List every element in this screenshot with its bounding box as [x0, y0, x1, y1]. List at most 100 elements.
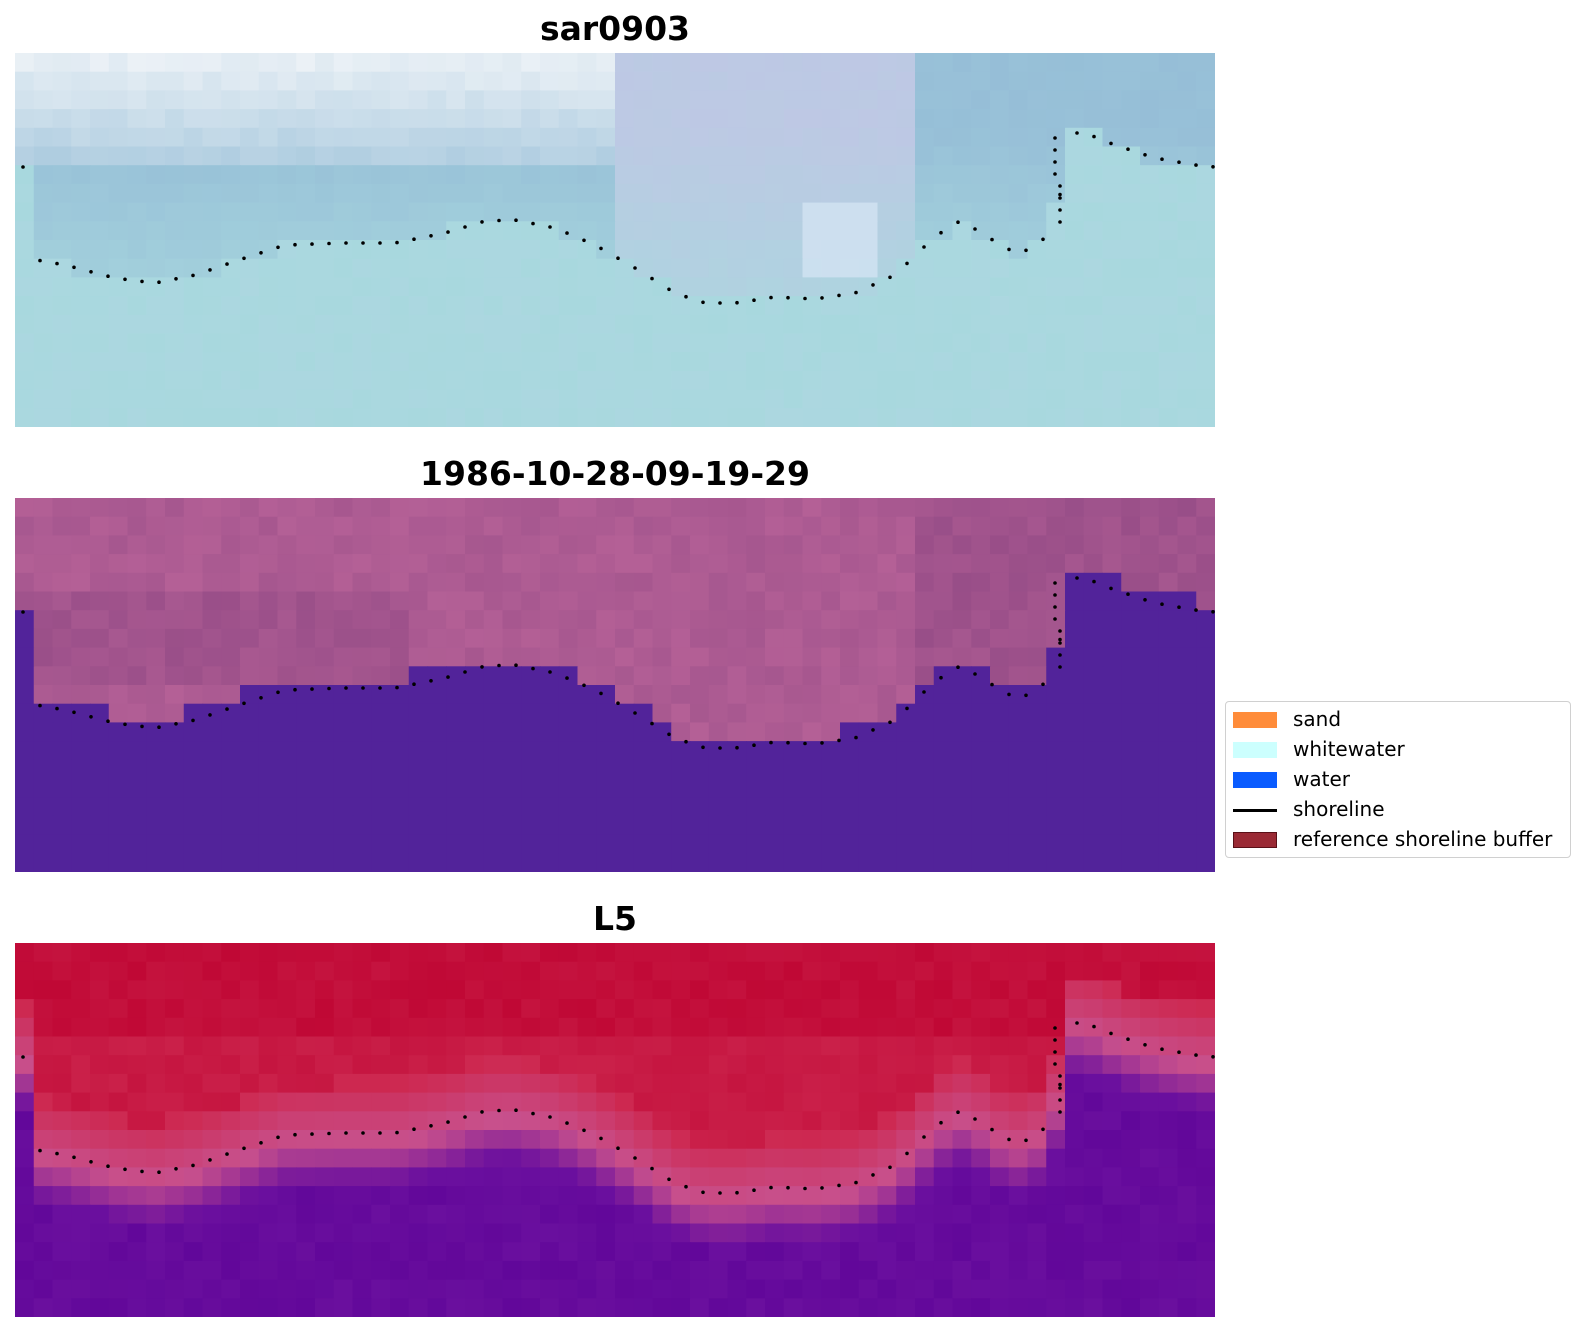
shoreline-point	[55, 706, 59, 711]
shoreline-point	[531, 221, 535, 226]
shoreline-point	[905, 1151, 909, 1156]
panel-sar0903-image	[15, 53, 1215, 427]
shoreline-point	[701, 745, 705, 750]
shoreline-point	[89, 1160, 93, 1164]
shoreline-point	[259, 251, 263, 255]
shoreline-point	[293, 687, 297, 692]
shoreline-point	[718, 746, 722, 750]
shoreline-point	[55, 261, 59, 266]
shoreline-point	[38, 703, 42, 708]
shoreline-point	[1024, 248, 1028, 253]
shoreline-point	[752, 1188, 756, 1192]
shoreline-point	[140, 724, 144, 729]
shoreline-point	[1177, 1050, 1181, 1054]
shoreline-point	[1053, 605, 1057, 609]
shoreline-point	[208, 713, 212, 717]
shoreline-point	[871, 283, 875, 287]
shoreline-point	[480, 665, 484, 669]
sar-pixels	[15, 53, 1215, 427]
shoreline-point	[1053, 136, 1057, 140]
shoreline-point	[820, 741, 824, 745]
shoreline-point	[565, 1121, 569, 1125]
panel-title-2: 1986-10-28-09-19-29	[420, 454, 810, 493]
shoreline-point	[803, 296, 807, 301]
shoreline-point	[293, 1132, 297, 1137]
shoreline-point	[1053, 160, 1057, 164]
shoreline-point	[854, 1180, 858, 1185]
shoreline-point	[89, 715, 93, 719]
shoreline-point	[310, 687, 314, 691]
shoreline-point	[922, 690, 926, 694]
shoreline-point	[650, 276, 654, 281]
classification-pixels	[15, 498, 1215, 872]
shoreline-point	[837, 738, 841, 743]
shoreline-points	[21, 576, 1215, 750]
legend: sand whitewater water shoreline referenc…	[1225, 701, 1571, 858]
shoreline-point	[327, 241, 331, 246]
shoreline-point	[140, 279, 144, 284]
shoreline-point	[990, 682, 994, 687]
legend-label-whitewater: whitewater	[1293, 737, 1405, 761]
shoreline-point	[565, 676, 569, 680]
panel-classification-image	[15, 498, 1215, 872]
shoreline-point	[21, 1055, 25, 1059]
shoreline-point	[259, 1141, 263, 1145]
shoreline-point	[1194, 608, 1198, 612]
shoreline-point	[820, 296, 824, 300]
shoreline-point	[446, 230, 450, 234]
shoreline-point	[1058, 653, 1062, 657]
shoreline-point	[1053, 1038, 1057, 1042]
shoreline-point	[412, 1127, 416, 1131]
shoreline-point	[1143, 1043, 1147, 1047]
shoreline-point	[395, 685, 399, 690]
shoreline-point	[463, 1115, 467, 1119]
shoreline-point	[582, 683, 586, 688]
shoreline-point	[1007, 692, 1011, 697]
shoreline-point	[191, 1163, 195, 1168]
shoreline-point	[990, 1127, 994, 1132]
shoreline-point	[327, 686, 331, 691]
shoreline-point	[1109, 1031, 1113, 1036]
shoreline-point	[1041, 237, 1045, 242]
shoreline-point	[1075, 576, 1079, 580]
shoreline-point	[242, 701, 246, 706]
shoreline-point	[1041, 682, 1045, 687]
shoreline-point	[973, 1117, 977, 1121]
shoreline-point	[378, 1131, 382, 1135]
legend-item-shoreline: shoreline	[1226, 795, 1570, 825]
shoreline-point	[514, 1108, 518, 1112]
shoreline-point	[1053, 593, 1057, 597]
shoreline-point	[72, 710, 76, 715]
shoreline-point	[497, 1108, 501, 1113]
shoreline-point	[905, 706, 909, 711]
shoreline-point	[310, 242, 314, 246]
shoreline-point	[514, 663, 518, 667]
shoreline-point	[1053, 581, 1057, 585]
shoreline-point	[956, 1110, 960, 1114]
shoreline-point	[225, 707, 229, 711]
shoreline-point	[1058, 1074, 1062, 1078]
shoreline-point	[1053, 1050, 1057, 1054]
shoreline-point	[531, 1111, 535, 1116]
shoreline-point	[769, 740, 773, 745]
shoreline-point	[225, 262, 229, 266]
shoreline-points	[21, 131, 1215, 305]
shoreline-point	[106, 274, 110, 278]
shoreline-point	[1058, 629, 1062, 633]
shoreline-point	[769, 1185, 773, 1190]
shoreline-point	[395, 1130, 399, 1135]
shoreline-point	[939, 675, 943, 680]
shoreline-point	[242, 1146, 246, 1151]
shoreline-point	[191, 273, 195, 278]
shoreline-point	[1211, 165, 1215, 169]
shoreline-point	[429, 1124, 433, 1128]
shoreline-point	[888, 720, 892, 725]
shoreline-point	[310, 1132, 314, 1136]
shoreline-point	[361, 1131, 365, 1135]
shoreline-point	[1075, 131, 1079, 135]
shoreline-point	[548, 1115, 552, 1119]
shoreline-point	[1092, 134, 1096, 139]
shoreline-points	[21, 1021, 1215, 1195]
shoreline-point	[1053, 172, 1057, 176]
shoreline-point	[344, 1131, 348, 1135]
